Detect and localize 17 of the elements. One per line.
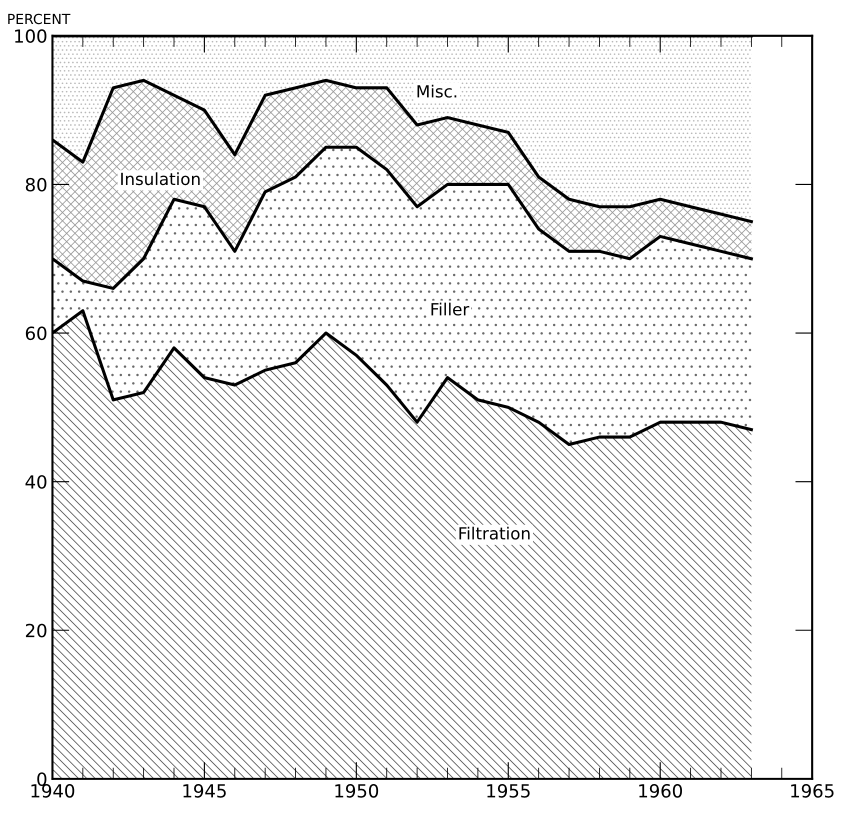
y-axis-title: PERCENT	[8, 14, 70, 24]
y-tick-label: 40	[26, 475, 46, 489]
x-tick-label: 1940	[31, 784, 74, 798]
x-tick-label: 1960	[639, 784, 682, 798]
x-tick-label: 1965	[791, 784, 834, 798]
x-tick-label: 1955	[487, 784, 530, 798]
y-tick-label: 60	[26, 326, 46, 340]
series-label: Filtration	[459, 526, 530, 540]
x-tick-label: 1950	[335, 784, 378, 798]
x-tick-label: 1945	[183, 784, 226, 798]
y-tick-label: 80	[26, 178, 46, 192]
y-tick-label: 100	[15, 29, 46, 43]
series-label: Insulation	[121, 172, 200, 186]
series-label: Misc.	[418, 84, 456, 98]
y-tick-label: 20	[26, 624, 46, 638]
y-tick-label: 0	[37, 772, 46, 786]
series-label: Filler	[432, 302, 470, 316]
